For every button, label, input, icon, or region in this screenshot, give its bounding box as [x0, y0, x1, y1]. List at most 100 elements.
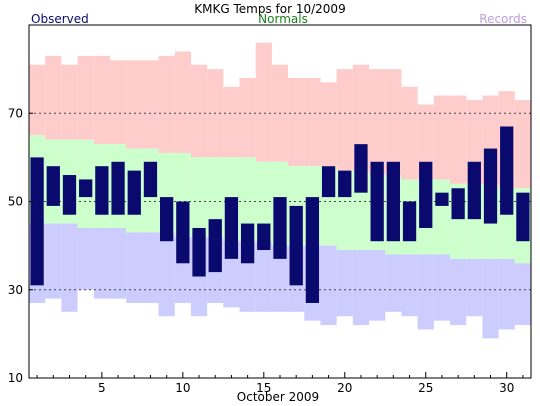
normal-band-day-26: [433, 179, 451, 255]
record-low-band-day-16: [271, 245, 289, 312]
record-high-band-day-7: [126, 60, 143, 149]
observed-bar-day-30: [500, 126, 514, 215]
observed-bar-day-22: [370, 161, 384, 242]
observed-bar-day-26: [435, 192, 449, 206]
normal-band-day-15: [255, 161, 272, 242]
record-high-band-day-18: [304, 77, 321, 167]
record-low-band-day-29: [482, 258, 499, 339]
record-low-band-day-31: [514, 263, 531, 326]
record-high-band-day-19: [320, 82, 337, 167]
observed-bar-day-29: [483, 148, 498, 224]
x-tick-label-10: 10: [175, 381, 190, 395]
record-high-band-day-9: [158, 55, 175, 153]
y-tick-label-10: 10: [8, 371, 23, 385]
normal-band-day-11: [190, 157, 208, 237]
record-high-band-day-31: [514, 100, 531, 189]
observed-bar-day-21: [354, 144, 368, 193]
legend-normals: Normals: [258, 12, 308, 26]
observed-bar-day-3: [62, 175, 77, 215]
record-low-band-day-21: [352, 250, 370, 326]
record-low-band-day-9: [158, 232, 175, 317]
record-high-band-day-20: [336, 69, 353, 171]
record-low-band-day-19: [320, 245, 337, 326]
observed-bar-day-25: [419, 161, 433, 228]
x-tick-label-25: 25: [418, 381, 433, 395]
record-high-band-day-23: [385, 69, 402, 176]
y-tick-label-50: 50: [8, 195, 23, 209]
chart-title: KMKG Temps for 10/2009: [194, 2, 345, 16]
record-high-band-day-5: [93, 55, 110, 145]
observed-bar-day-20: [338, 170, 352, 198]
record-low-band-day-5: [93, 227, 110, 299]
observed-bar-day-28: [467, 161, 481, 220]
record-low-band-day-2: [45, 223, 62, 299]
record-high-band-day-4: [77, 55, 94, 140]
observed-bar-day-31: [516, 192, 530, 242]
record-low-band-day-4: [77, 227, 94, 290]
observed-bar-day-14: [240, 223, 255, 264]
observed-bar-day-15: [257, 223, 271, 251]
record-low-band-day-27: [450, 258, 467, 326]
record-high-band-day-13: [223, 86, 240, 158]
record-low-band-day-7: [126, 232, 143, 303]
record-high-band-day-6: [109, 60, 127, 145]
observed-bar-day-23: [386, 161, 400, 242]
record-high-band-day-1: [29, 64, 46, 136]
record-low-band-day-22: [369, 250, 386, 321]
observed-bar-day-2: [46, 166, 60, 206]
legend-observed: Observed: [31, 12, 89, 26]
observed-bars: [30, 126, 530, 303]
y-tick-label-70: 70: [8, 106, 23, 120]
x-tick-label-20: 20: [337, 381, 352, 395]
x-axis-label: October 2009: [237, 390, 319, 404]
observed-bar-day-12: [208, 219, 222, 273]
record-low-band-day-3: [61, 223, 78, 312]
record-low-band-day-25: [417, 254, 434, 330]
normal-band-day-12: [207, 157, 224, 237]
observed-bar-day-7: [127, 170, 141, 215]
observed-bar-day-11: [192, 227, 206, 277]
observed-bar-day-18: [305, 197, 320, 303]
x-axis: 5 10 15 20 25 30: [36, 372, 524, 395]
record-high-band-day-2: [45, 55, 62, 140]
record-low-band-day-20: [336, 250, 353, 317]
legend-records: Records: [479, 12, 527, 26]
record-high-band-day-25: [417, 104, 434, 180]
observed-bar-day-6: [111, 161, 125, 215]
record-low-band-day-6: [109, 227, 127, 299]
record-high-band-day-22: [369, 69, 386, 176]
record-high-band-day-24: [401, 86, 418, 180]
record-high-band-day-10: [174, 51, 191, 153]
record-high-band-day-3: [61, 64, 78, 140]
observed-bar-day-24: [402, 201, 417, 242]
record-high-band-day-14: [239, 77, 256, 158]
y-axis: 10 30 50 70: [8, 106, 33, 385]
observed-bar-day-5: [95, 166, 109, 215]
record-low-band-day-26: [433, 254, 451, 321]
observed-bar-day-1: [30, 157, 44, 286]
record-high-band-day-8: [142, 60, 159, 149]
record-high-band-day-17: [288, 77, 305, 167]
observed-bar-day-16: [273, 197, 287, 259]
x-tick-label-5: 5: [98, 381, 106, 395]
x-tick-label-30: 30: [499, 381, 514, 395]
record-high-band-day-15: [255, 42, 272, 162]
record-low-band-day-15: [255, 241, 272, 312]
record-high-band-day-26: [433, 95, 451, 180]
record-low-band-day-23: [385, 254, 402, 312]
y-tick-label-30: 30: [8, 283, 23, 297]
record-high-band-day-11: [190, 64, 208, 158]
observed-bar-day-8: [143, 161, 158, 198]
record-low-band-day-24: [401, 254, 418, 317]
observed-bar-day-10: [176, 201, 190, 264]
x-tick-label-15: 15: [256, 381, 271, 395]
normal-band-day-14: [239, 157, 256, 242]
record-low-band-day-28: [466, 258, 483, 317]
record-low-band-day-30: [498, 258, 515, 330]
observed-bar-day-17: [289, 205, 303, 286]
observed-bar-day-4: [79, 179, 93, 198]
record-low-band-day-8: [142, 232, 159, 303]
record-high-band-day-27: [450, 95, 467, 184]
observed-bar-day-27: [451, 188, 465, 220]
